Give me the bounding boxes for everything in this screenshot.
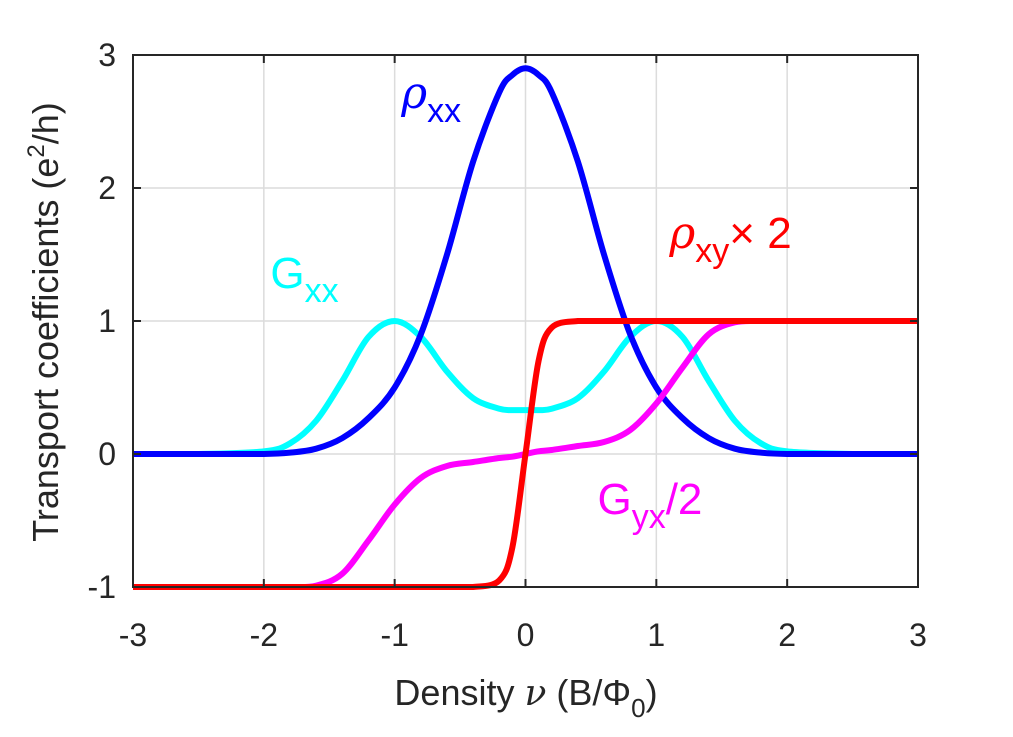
x-tick-label: -3 — [119, 617, 147, 653]
annotation-gxx-subscript: xx — [305, 272, 339, 310]
x-tick-label: -2 — [250, 617, 278, 653]
annotation-rhoxy-subscript: xy — [695, 232, 729, 270]
x-tick-label: 2 — [778, 617, 796, 653]
x-axis-title: Density ν (B/Φ0) — [394, 672, 657, 723]
annotation-gyx-symbol: G — [597, 475, 631, 524]
series-line-1 — [132, 318, 918, 458]
annotation-gxx-symbol: G — [270, 249, 304, 298]
x-axis-title-unit-close: ) — [646, 672, 658, 713]
x-tick-label: 3 — [909, 617, 927, 653]
annotation-gyx-suffix: /2 — [666, 475, 703, 524]
tick-marks — [132, 54, 919, 588]
annotation-rhoxy-suffix: × 2 — [729, 209, 791, 258]
annotation-rhoxx-subscript: xx — [427, 92, 461, 130]
annotation-rhoxx: ρxx — [400, 68, 461, 130]
x-axis-title-subscript: 0 — [631, 693, 645, 723]
x-axis-title-unit-open: (B/ — [546, 672, 602, 713]
y-tick-label: -1 — [88, 569, 116, 605]
annotation-rhoxx-symbol: ρ — [400, 68, 427, 119]
annotation-rhoxy-symbol: ρ — [668, 208, 695, 259]
y-axis-title-prefix: Transport coefficients (e — [25, 158, 66, 542]
y-tick-label: 2 — [98, 170, 116, 206]
y-tick-label: 3 — [98, 37, 116, 73]
y-tick-labels: -1 0 1 2 3 — [88, 37, 116, 605]
annotation-gyx-subscript: yx — [632, 498, 666, 536]
x-tick-label: 1 — [647, 617, 665, 653]
y-tick-label: 1 — [98, 303, 116, 339]
annotation-gxx: Gxx — [270, 249, 338, 310]
series-line-2 — [132, 65, 918, 458]
y-tick-label: 0 — [98, 436, 116, 472]
annotation-gyx: Gyx/2 — [597, 475, 702, 536]
x-axis-title-phi: Φ — [602, 672, 631, 713]
x-axis-title-prefix: Density — [394, 672, 524, 713]
y-axis-title-superscript: 2 — [23, 144, 50, 157]
annotation-rhoxy: ρxy× 2 — [668, 208, 791, 270]
y-axis-title-suffix: /h) — [25, 102, 66, 144]
x-tick-label: 0 — [517, 617, 535, 653]
x-axis-title-nu: ν — [524, 673, 546, 714]
y-axis-title: Transport coefficients (e2/h) — [23, 102, 66, 542]
series-group — [132, 65, 918, 591]
x-tick-labels: -3 -2 -1 0 1 2 3 — [119, 617, 927, 653]
x-tick-label: -1 — [380, 617, 408, 653]
